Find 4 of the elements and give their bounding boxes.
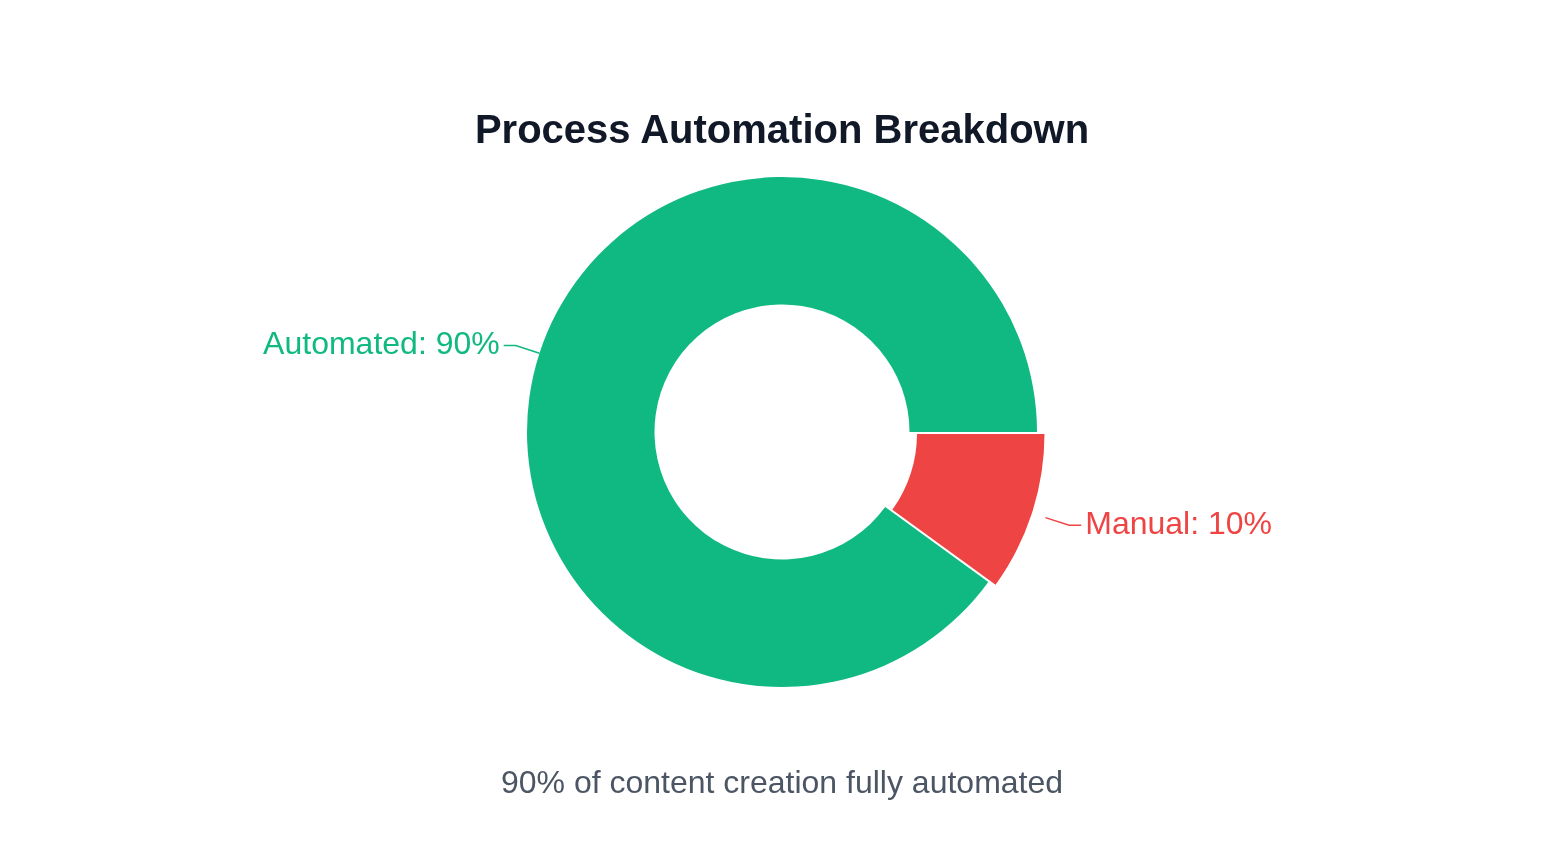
slice-label: Manual: 10% (1085, 505, 1272, 542)
text: 90% of content creation fully automated (500, 763, 1064, 800)
slice-label: Automated: 90% (263, 325, 500, 362)
chart-title: Process Automation Breakdown (474, 107, 1090, 152)
